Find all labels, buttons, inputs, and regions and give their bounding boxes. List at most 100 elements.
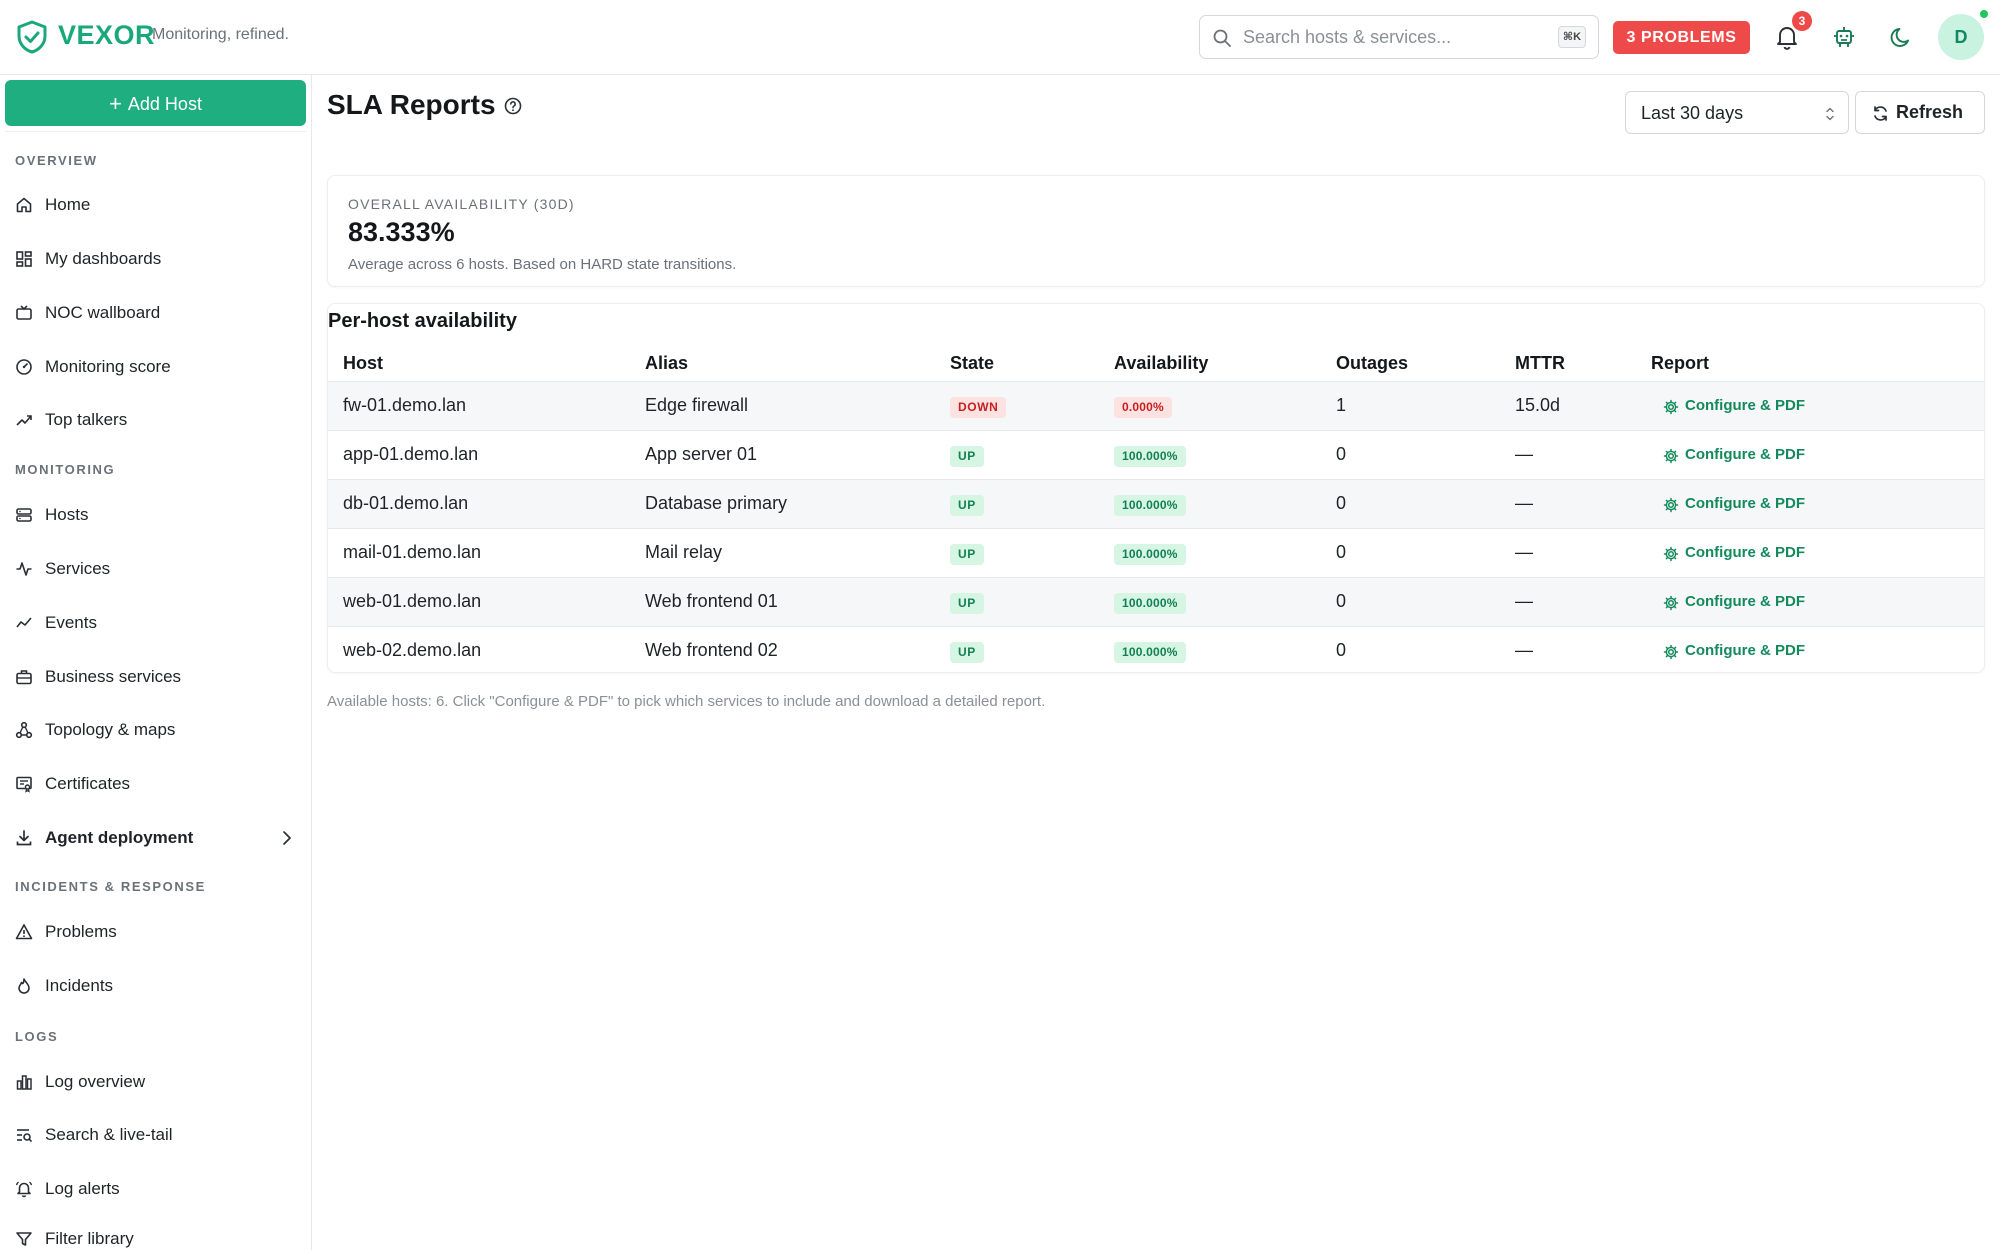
user-avatar[interactable]: D: [1938, 14, 1984, 60]
page-title: SLA Reports: [327, 89, 496, 120]
configure-pdf-label: Configure & PDF: [1685, 593, 1805, 610]
sidebar-item-topology-maps[interactable]: Topology & maps: [0, 710, 311, 750]
host-name[interactable]: fw-01.demo.lan: [343, 395, 467, 415]
sidebar-item-problems[interactable]: Problems: [0, 912, 311, 952]
sidebar-item-services[interactable]: Services: [0, 549, 311, 589]
sidebar-item-agent-deployment[interactable]: Agent deployment: [0, 818, 311, 858]
chevron-up-down-icon: [1824, 105, 1836, 123]
sidebar-item-label: Hosts: [45, 505, 89, 524]
search-shortcut-badge: ⌘K: [1558, 26, 1586, 48]
sidebar-item-business-services[interactable]: Business services: [0, 657, 311, 697]
column-header-availability[interactable]: Availability: [1114, 353, 1209, 373]
host-alias: Web frontend 01: [645, 591, 778, 611]
host-name[interactable]: mail-01.demo.lan: [343, 542, 482, 562]
sidebar-item-label: Filter library: [45, 1229, 134, 1248]
robot-assistant-icon[interactable]: [1829, 22, 1859, 52]
filter-icon: [15, 1230, 33, 1248]
top-bar: VEXOR Monitoring, refined. Search hosts …: [0, 0, 2000, 75]
table-row[interactable]: web-01.demo.lan Web frontend 01 UP 100.0…: [328, 578, 1984, 627]
sidebar-section-incidents-response: INCIDENTS & RESPONSE: [15, 879, 206, 894]
date-range-value: Last 30 days: [1641, 103, 1744, 123]
state-badge: UP: [950, 544, 984, 565]
mttr-value: —: [1515, 640, 1533, 660]
host-name[interactable]: web-02.demo.lan: [343, 640, 482, 660]
sidebar-item-label: Top talkers: [45, 410, 128, 429]
host-name[interactable]: db-01.demo.lan: [343, 493, 469, 513]
refresh-button[interactable]: Refresh: [1855, 91, 1985, 134]
gear-icon: [1663, 399, 1679, 415]
search-input[interactable]: Search hosts & services...: [1243, 27, 1452, 47]
global-search[interactable]: Search hosts & services... ⌘K: [1199, 15, 1599, 59]
configure-pdf-label: Configure & PDF: [1685, 544, 1805, 561]
state-badge: UP: [950, 495, 984, 516]
kpi-label: OVERALL AVAILABILITY (30D): [348, 196, 575, 212]
chevron-right-icon[interactable]: [280, 830, 294, 846]
certificate-icon: [15, 775, 33, 793]
column-header-mttr[interactable]: MTTR: [1515, 353, 1565, 373]
problems-button[interactable]: 3 PROBLEMS: [1613, 21, 1750, 54]
column-header-alias[interactable]: Alias: [645, 353, 689, 373]
line-chart-icon: [15, 614, 33, 632]
sidebar-item-label: My dashboards: [45, 249, 162, 268]
sidebar-item-label: Events: [45, 613, 97, 632]
sidebar-item-my-dashboards[interactable]: My dashboards: [0, 239, 311, 279]
brand-name[interactable]: VEXOR: [58, 20, 156, 50]
notifications-bell-icon[interactable]: [1772, 22, 1802, 52]
outages-count: 0: [1336, 542, 1347, 562]
date-range-select[interactable]: Last 30 days: [1625, 91, 1849, 134]
sidebar-item-search-live-tail[interactable]: Search & live-tail: [0, 1115, 311, 1155]
notification-count-badge: 3: [1792, 11, 1812, 31]
column-header-host[interactable]: Host: [343, 353, 383, 373]
outages-count: 1: [1336, 395, 1347, 415]
dark-mode-moon-icon[interactable]: [1886, 22, 1916, 52]
sidebar-item-label: Certificates: [45, 774, 131, 793]
column-header-report[interactable]: Report: [1651, 353, 1709, 373]
host-alias: App server 01: [645, 444, 758, 464]
vexor-logo-icon[interactable]: [16, 20, 48, 54]
sidebar-item-home[interactable]: Home: [0, 185, 311, 225]
table-header: Host Alias State Availability Outages MT…: [328, 344, 1984, 382]
bell-ring-icon: [15, 1180, 33, 1198]
table-row[interactable]: web-02.demo.lan Web frontend 02 UP 100.0…: [328, 627, 1984, 672]
sidebar-item-log-overview[interactable]: Log overview: [0, 1062, 311, 1102]
table-row[interactable]: fw-01.demo.lan Edge firewall DOWN 0.000%…: [328, 382, 1984, 431]
column-header-state[interactable]: State: [950, 353, 995, 373]
mttr-value: —: [1515, 542, 1533, 562]
host-alias: Edge firewall: [645, 395, 749, 415]
gear-icon: [1663, 546, 1679, 562]
table-row[interactable]: db-01.demo.lan Database primary UP 100.0…: [328, 480, 1984, 529]
sidebar-item-label: Topology & maps: [45, 720, 176, 739]
sidebar-item-noc-wallboard[interactable]: NOC wallboard: [0, 293, 311, 333]
add-host-button[interactable]: + Add Host: [5, 80, 306, 126]
table-row[interactable]: app-01.demo.lan App server 01 UP 100.000…: [328, 431, 1984, 480]
sidebar-item-certificates[interactable]: Certificates: [0, 764, 311, 804]
host-name[interactable]: app-01.demo.lan: [343, 444, 479, 464]
outages-count: 0: [1336, 493, 1347, 513]
column-header-outages[interactable]: Outages: [1336, 353, 1409, 373]
trending-up-icon: [15, 411, 33, 429]
sidebar-item-monitoring-score[interactable]: Monitoring score: [0, 347, 311, 387]
kpi-value: 83.333%: [348, 217, 455, 247]
configure-pdf-label: Configure & PDF: [1685, 397, 1805, 414]
sidebar-item-events[interactable]: Events: [0, 603, 311, 643]
home-icon: [15, 196, 33, 214]
sidebar-item-filter-library[interactable]: Filter library: [0, 1219, 311, 1250]
sidebar-item-log-alerts[interactable]: Log alerts: [0, 1169, 311, 1209]
online-status-dot: [1979, 9, 1989, 19]
sidebar-item-incidents[interactable]: Incidents: [0, 966, 311, 1006]
activity-icon: [15, 560, 33, 578]
tv-icon: [15, 304, 33, 322]
host-alias: Mail relay: [645, 542, 723, 562]
sidebar-item-hosts[interactable]: Hosts: [0, 495, 311, 535]
host-name[interactable]: web-01.demo.lan: [343, 591, 482, 611]
network-icon: [15, 721, 33, 739]
gear-icon: [1663, 448, 1679, 464]
sidebar-item-top-talkers[interactable]: Top talkers: [0, 400, 311, 440]
outages-count: 0: [1336, 640, 1347, 660]
refresh-icon: [1872, 105, 1889, 122]
sidebar-item-label: Services: [45, 559, 111, 578]
help-circle-icon[interactable]: [503, 96, 523, 116]
state-badge: UP: [950, 642, 984, 663]
sidebar-item-label: Agent deployment: [45, 828, 194, 847]
table-row[interactable]: mail-01.demo.lan Mail relay UP 100.000% …: [328, 529, 1984, 578]
